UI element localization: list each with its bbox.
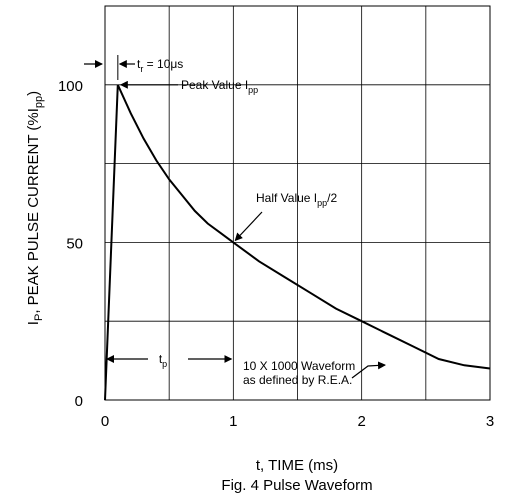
x-tick-label: 2 — [357, 413, 365, 430]
waveform-label-line2: as defined by R.E.A. — [243, 373, 352, 387]
peak-value-label: Peak Value Ipp — [181, 78, 258, 95]
waveform-curve — [104, 84, 491, 401]
x-axis-ticks: 0 1 2 3 — [101, 413, 494, 430]
x-tick-label: 0 — [101, 413, 109, 430]
x-tick-label: 1 — [229, 413, 237, 430]
annotations: tr = 10μs Peak Value Ipp Half Value Ipp/2 t… — [84, 55, 386, 387]
waveform-arrow — [351, 361, 386, 379]
plot-frame — [104, 5, 491, 401]
rise-time-label: tr = 10μs — [137, 57, 183, 74]
pulse-width-label: tp — [159, 352, 167, 369]
y-axis-label: IP, PEAK PULSE CURRENT (%Ipp) — [25, 91, 45, 325]
grid — [105, 6, 490, 400]
half-value-arrow — [234, 211, 263, 242]
y-axis-ticks: 0 50 100 — [58, 78, 83, 410]
waveform-label-line1: 10 X 1000 Waveform — [243, 359, 355, 373]
half-value-label: Half Value Ipp/2 — [256, 191, 338, 208]
y-tick-label: 0 — [75, 393, 83, 410]
y-tick-label: 100 — [58, 78, 83, 95]
x-axis-label: t, TIME (ms) — [256, 457, 338, 474]
y-tick-label: 50 — [66, 235, 83, 252]
x-tick-label: 3 — [486, 413, 494, 430]
figure-caption: Fig. 4 Pulse Waveform — [221, 477, 372, 494]
